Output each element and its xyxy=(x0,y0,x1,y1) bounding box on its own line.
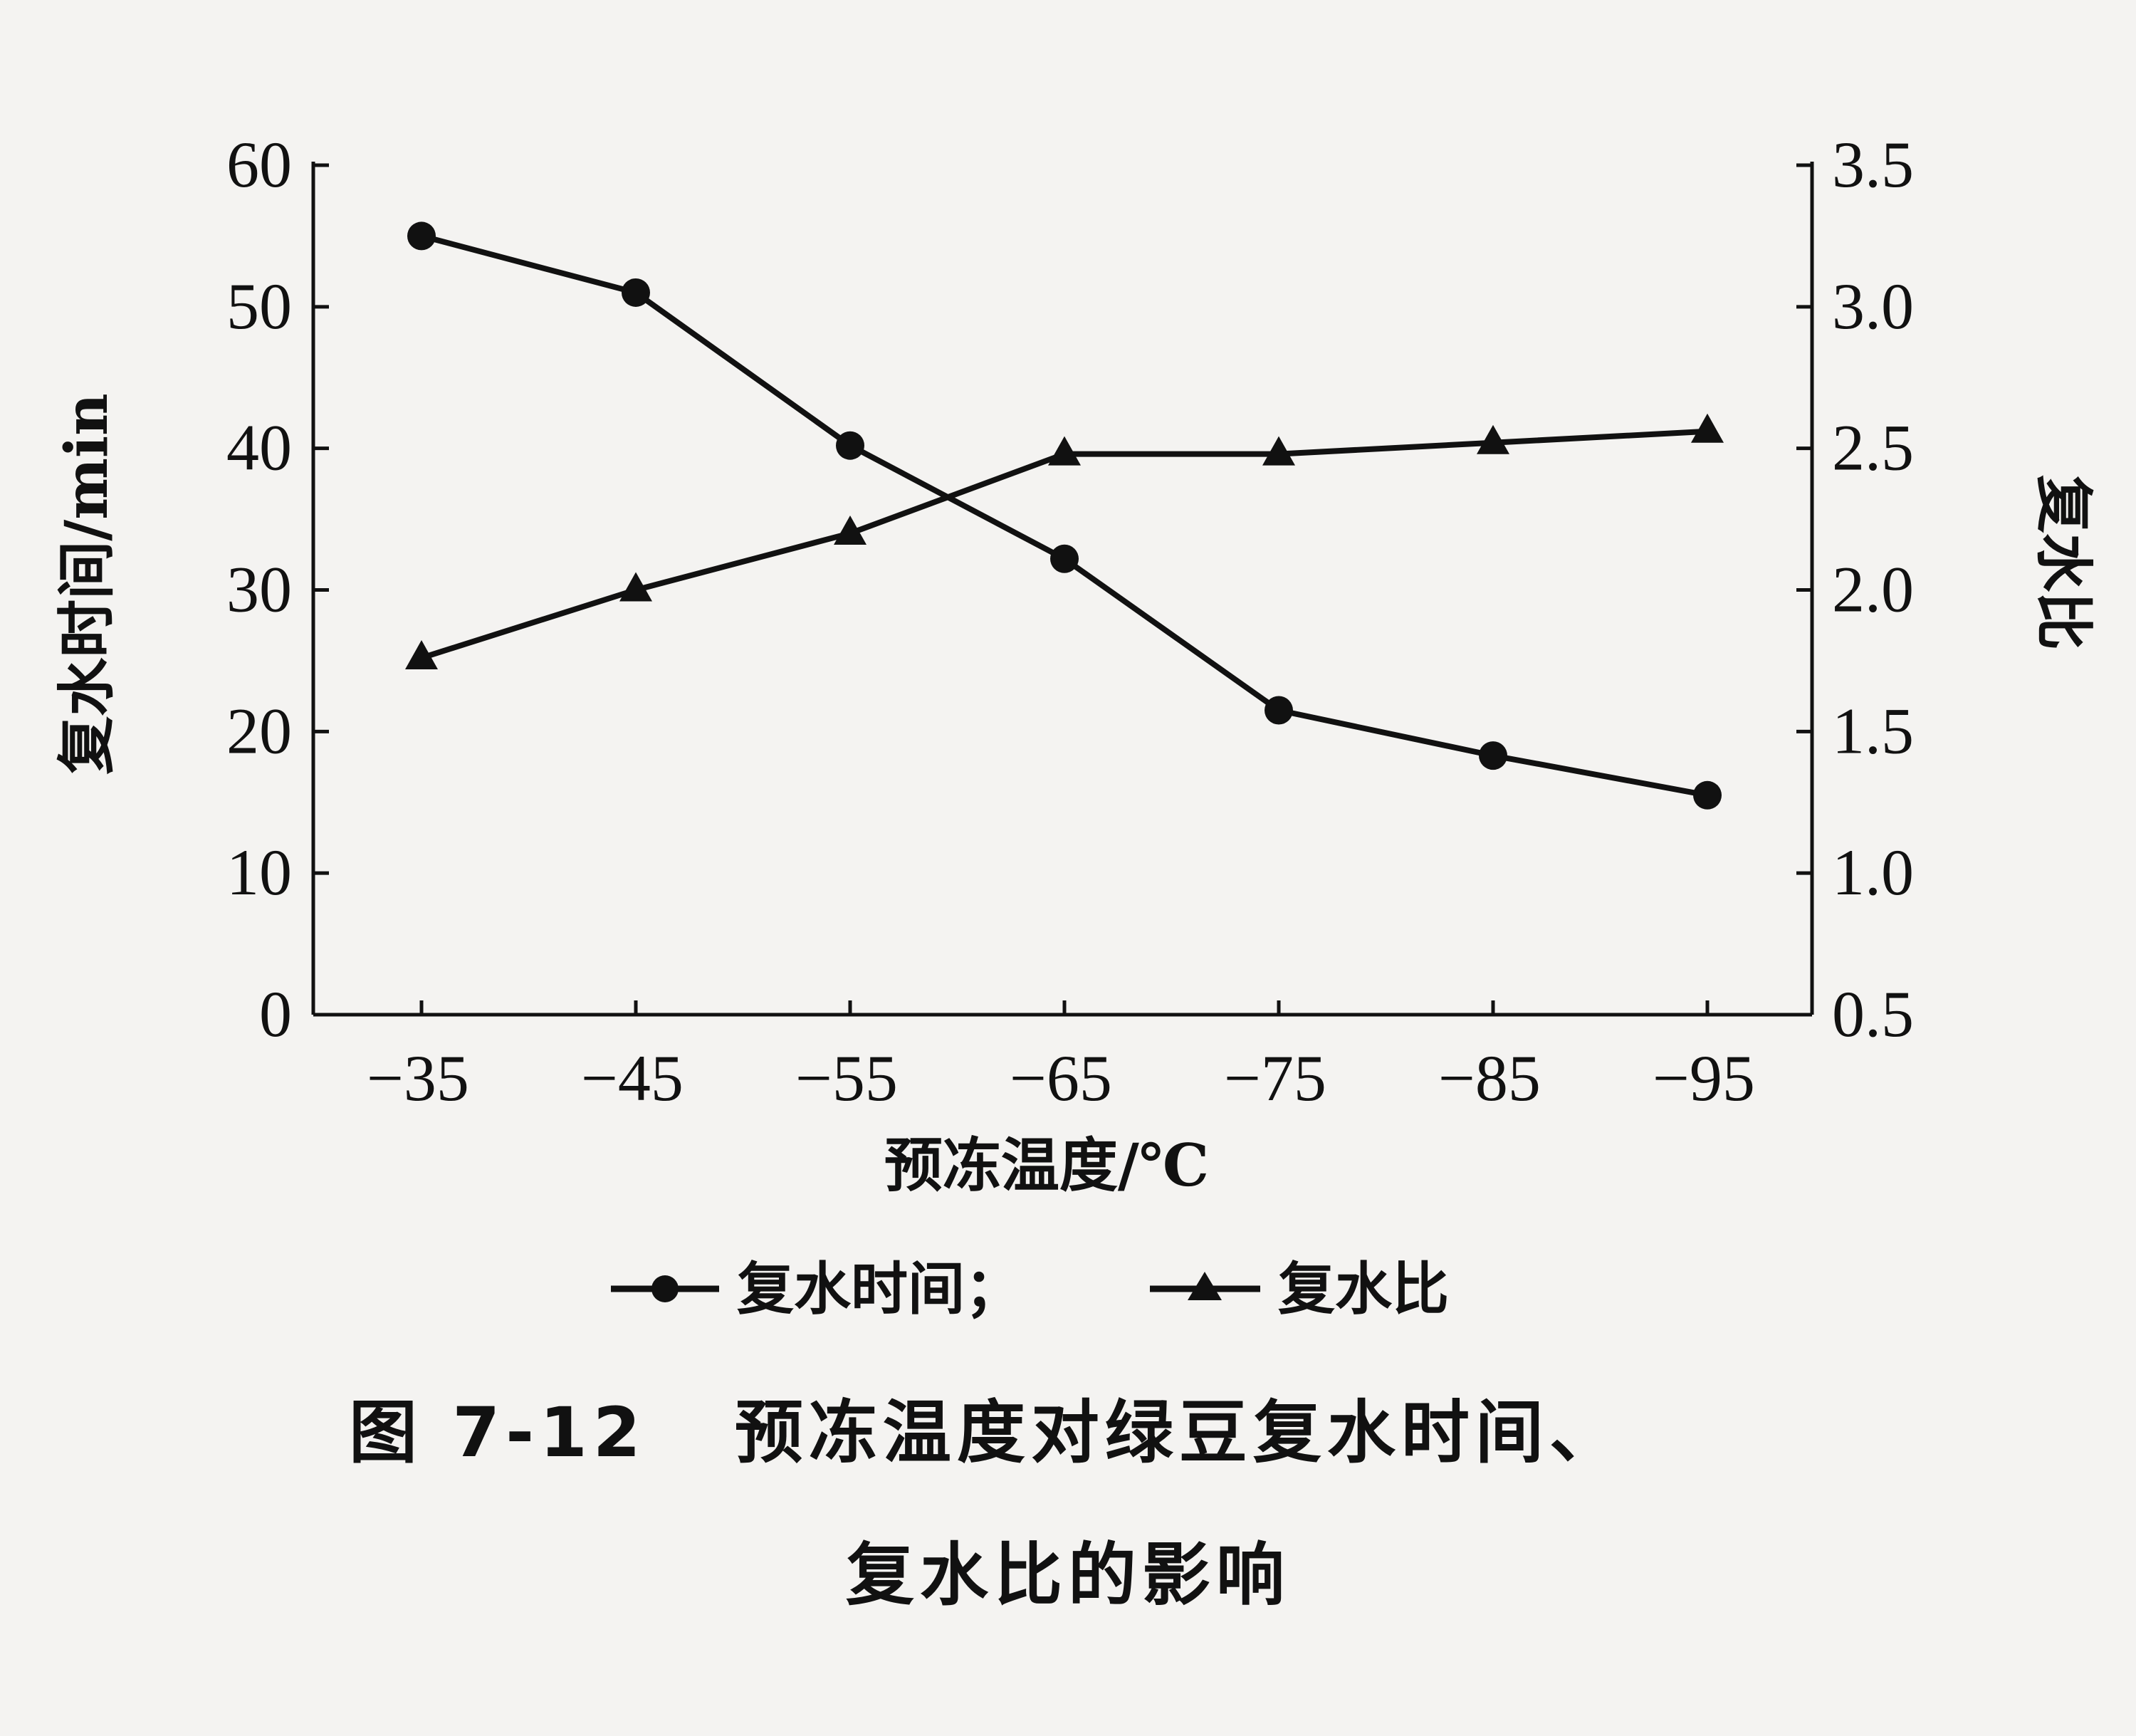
x-tick-label: −85 xyxy=(1438,1042,1541,1114)
data-point-triangle xyxy=(834,515,867,545)
data-point-triangle xyxy=(1477,424,1509,454)
series-line-1 xyxy=(420,233,1708,798)
x-tick-label: −55 xyxy=(795,1042,898,1114)
data-point-circle xyxy=(1050,544,1079,573)
data-point-triangle xyxy=(405,639,438,669)
data-point-circle xyxy=(1479,741,1507,770)
y2-axis-title: 复水比 xyxy=(2029,475,2098,650)
axes: 0 10 20 30 40 50 60 0.5 1.0 1.5 2.0 2.5 3.0 3.5 −35 −45… xyxy=(226,128,1914,1114)
x-axis-title: 预冻温度/℃ xyxy=(884,1131,1209,1200)
y-tick-label: 40 xyxy=(226,412,292,484)
y2-tick-label: 2.0 xyxy=(1832,553,1914,626)
data-point-triangle xyxy=(1691,413,1724,443)
x-tick-label: −75 xyxy=(1224,1042,1326,1114)
data-point-circle xyxy=(407,221,436,251)
y2-tick-label: 1.0 xyxy=(1832,836,1914,909)
x-tick-label: −95 xyxy=(1653,1042,1755,1114)
y2-tick-label: 3.0 xyxy=(1832,270,1914,343)
y2-tick-label: 2.5 xyxy=(1832,412,1914,484)
x-tick-label: −35 xyxy=(367,1042,469,1114)
y2-tick-label: 0.5 xyxy=(1832,978,1914,1050)
y-axis-title: 复水时间/min xyxy=(53,393,121,774)
labels-layer: 复水时间/min 复水比 预冻温度/℃ xyxy=(53,393,2098,1200)
data-point-triangle xyxy=(1048,436,1081,466)
legend-label-series-2: 复水比 xyxy=(1278,1255,1449,1322)
y2-tick-label: 3.5 xyxy=(1832,128,1914,201)
caption-line-1: 图 7-12 预冻温度对绿豆复水时间、 xyxy=(349,1393,1623,1473)
legend: 复水时间； 复水比 xyxy=(611,1255,1449,1322)
figure-caption: 图 7-12 预冻温度对绿豆复水时间、 复水比的影响 xyxy=(349,1393,1623,1615)
y-tick-label: 60 xyxy=(226,128,292,201)
y-tick-label: 20 xyxy=(226,694,292,767)
y-tick-label: 10 xyxy=(226,836,292,909)
legend-label-series-1: 复水时间； xyxy=(737,1255,1022,1322)
legend-marker-triangle xyxy=(1188,1272,1222,1300)
x-tick-label: −65 xyxy=(1010,1042,1112,1114)
data-point-triangle xyxy=(619,572,652,602)
y2-tick-label: 1.5 xyxy=(1832,694,1914,767)
y-tick-label: 30 xyxy=(226,553,292,626)
caption-line-2: 复水比的影响 xyxy=(846,1535,1290,1615)
series-layer xyxy=(405,221,1724,810)
x-tick-label: −45 xyxy=(581,1042,684,1114)
data-point-circle xyxy=(1693,780,1722,810)
y-tick-label: 0 xyxy=(259,978,292,1050)
data-point-circle xyxy=(622,278,650,307)
data-point-circle xyxy=(836,431,864,460)
data-point-circle xyxy=(1265,696,1293,725)
data-point-triangle xyxy=(1262,436,1295,466)
y-tick-label: 50 xyxy=(226,270,292,343)
legend-marker-circle xyxy=(651,1275,679,1302)
